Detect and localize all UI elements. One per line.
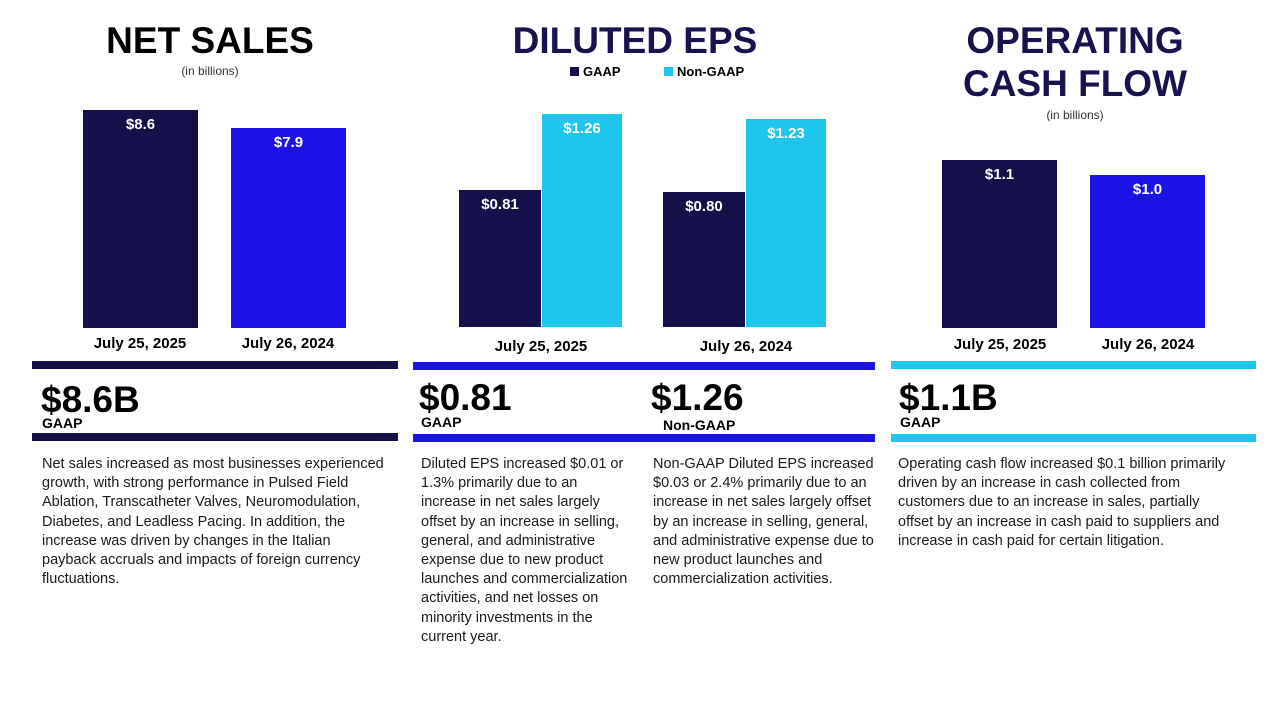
legend-label-nongaap: Non-GAAP	[677, 64, 745, 79]
net-sales-bar-label-2025: $8.6	[125, 116, 156, 133]
ocf-bar-2024: $1.0	[1090, 175, 1205, 328]
ocf-bar-label-2024: $1.0	[1132, 181, 1163, 199]
net-sales-bar-2025: $8.6	[83, 110, 198, 328]
eps-nongaap-bar-label-2024: $1.23	[767, 125, 805, 143]
eps-nongaap-headline-tag: Non-GAAP	[663, 417, 736, 433]
ocf-rule-bottom	[891, 434, 1256, 442]
ocf-headline-tag: GAAP	[900, 414, 941, 430]
net-sales-headline-tag: GAAP	[42, 415, 83, 431]
ocf-rule-top	[891, 361, 1256, 369]
net-sales-rule-top	[32, 361, 398, 369]
eps-legend-nongaap: Non-GAAP	[664, 64, 744, 79]
net-sales-chart: $8.6 $7.9	[40, 110, 380, 328]
net-sales-title: NET SALES	[106, 20, 314, 61]
eps-gaap-headline: $0.81	[419, 377, 512, 418]
net-sales-category-2025: July 25, 2025	[93, 335, 187, 352]
eps-nongaap-headline: $1.26	[651, 377, 744, 418]
net-sales-rule-bottom	[32, 433, 398, 441]
eps-gaap-bar-2024: $0.80	[663, 191, 745, 327]
eps-rule-bottom	[413, 434, 875, 442]
eps-nongaap-bar-2025: $1.26	[542, 114, 622, 327]
net-sales-headline: $8.6B	[41, 379, 140, 420]
eps-chart: $0.81 $1.26 $0.80 $1.23	[440, 110, 860, 327]
net-sales-description: Net sales increased as most businesses e…	[42, 456, 384, 588]
eps-legend-gaap: GAAP	[570, 64, 621, 79]
net-sales-bar-label-2024: $7.9	[273, 133, 304, 151]
ocf-bar-label-2025: $1.1	[984, 166, 1015, 183]
eps-gaap-bar-label-2025: $0.81	[481, 196, 519, 214]
eps-category-2025: July 25, 2025	[494, 338, 588, 355]
eps-title: DILUTED EPS	[512, 20, 758, 61]
legend-label-gaap: GAAP	[583, 64, 621, 79]
net-sales-bar-2024: $7.9	[231, 127, 346, 328]
eps-rule-top	[413, 362, 875, 370]
ocf-subtitle: (in billions)	[1046, 108, 1104, 122]
legend-swatch-nongaap	[664, 67, 673, 76]
ocf-category-2024: July 26, 2024	[1101, 336, 1195, 353]
eps-gaap-bar-2025: $0.81	[459, 190, 541, 327]
ocf-chart: $1.1 $1.0	[900, 140, 1240, 328]
eps-category-2024: July 26, 2024	[699, 338, 793, 355]
eps-nongaap-description: Non-GAAP Diluted EPS increased $0.03 or …	[653, 456, 874, 588]
ocf-bar-2025: $1.1	[942, 160, 1057, 328]
eps-gaap-headline-tag: GAAP	[421, 414, 462, 430]
ocf-title-line-1: OPERATING	[966, 20, 1184, 61]
eps-nongaap-bar-2024: $1.23	[746, 119, 826, 327]
net-sales-subtitle: (in billions)	[181, 64, 239, 78]
eps-nongaap-bar-label-2025: $1.26	[563, 120, 601, 137]
eps-gaap-bar-label-2024: $0.80	[685, 197, 723, 215]
net-sales-category-2024: July 26, 2024	[241, 335, 335, 352]
ocf-headline: $1.1B	[899, 377, 998, 418]
ocf-title-line-2: CASH FLOW	[962, 63, 1188, 104]
legend-swatch-gaap	[570, 67, 579, 76]
ocf-category-2025: July 25, 2025	[953, 336, 1047, 353]
ocf-description: Operating cash flow increased $0.1 billi…	[898, 456, 1226, 549]
eps-gaap-description: Diluted EPS increased $0.01 or 1.3% prim…	[421, 456, 628, 645]
